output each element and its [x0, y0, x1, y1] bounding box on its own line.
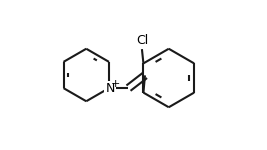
Text: N: N [105, 82, 115, 95]
Text: +: + [111, 79, 120, 89]
Text: Cl: Cl [136, 34, 148, 47]
